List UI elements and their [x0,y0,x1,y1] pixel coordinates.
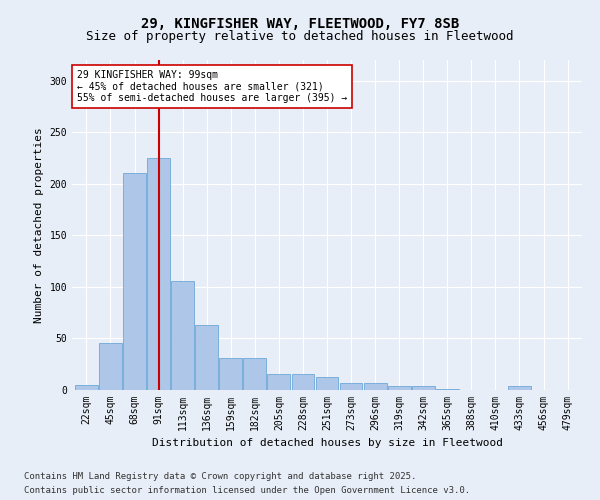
Bar [316,376,338,390]
Bar [436,389,459,390]
Bar [340,383,362,390]
Bar [99,342,122,390]
Bar [268,374,290,390]
Bar [388,386,410,390]
Bar [147,158,170,390]
Bar [75,385,98,390]
Text: 29, KINGFISHER WAY, FLEETWOOD, FY7 8SB: 29, KINGFISHER WAY, FLEETWOOD, FY7 8SB [141,18,459,32]
Bar [244,358,266,390]
Bar [220,358,242,390]
Y-axis label: Number of detached properties: Number of detached properties [34,127,44,323]
Bar [292,374,314,390]
Bar [364,383,386,390]
X-axis label: Distribution of detached houses by size in Fleetwood: Distribution of detached houses by size … [151,438,503,448]
Bar [171,280,194,390]
Text: 29 KINGFISHER WAY: 99sqm
← 45% of detached houses are smaller (321)
55% of semi-: 29 KINGFISHER WAY: 99sqm ← 45% of detach… [77,70,347,103]
Text: Contains HM Land Registry data © Crown copyright and database right 2025.: Contains HM Land Registry data © Crown c… [24,472,416,481]
Bar [195,325,218,390]
Bar [123,174,146,390]
Text: Contains public sector information licensed under the Open Government Licence v3: Contains public sector information licen… [24,486,470,495]
Bar [508,386,531,390]
Bar [412,386,434,390]
Text: Size of property relative to detached houses in Fleetwood: Size of property relative to detached ho… [86,30,514,43]
